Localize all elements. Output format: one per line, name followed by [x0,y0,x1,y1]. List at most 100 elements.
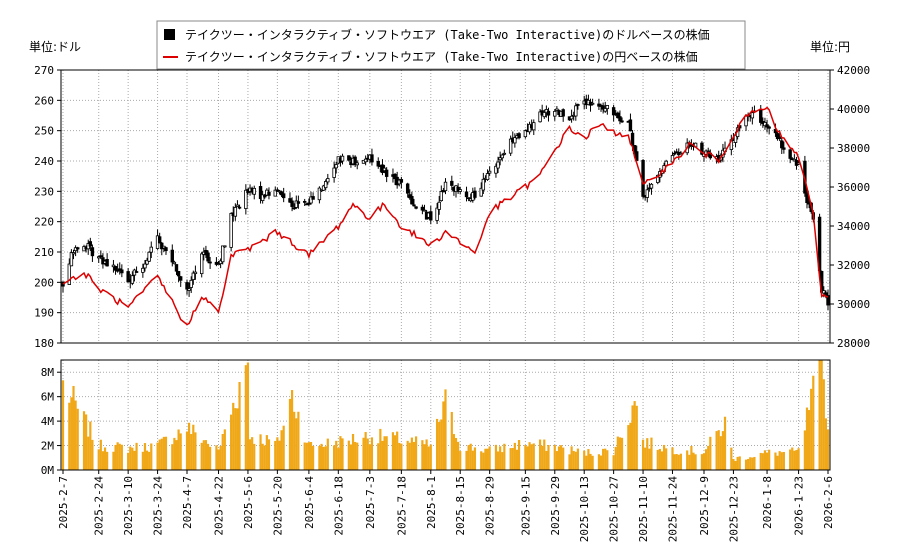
volume-bar [734,460,737,470]
candle-body [780,140,784,149]
volume-bar [406,440,409,470]
volume-bar [557,446,561,470]
volume-bar [103,447,107,470]
volume-bar [690,445,693,470]
volume-bar [736,456,739,470]
candle-body [679,152,683,155]
candle-body [355,162,359,166]
volume-bar [74,400,77,470]
volume-bar [398,442,401,470]
x-tick-label: 2026-1-8 [761,476,774,529]
volume-bar [337,448,340,470]
volume-bar [774,452,777,470]
volume-bar [744,459,748,470]
volume-bar [585,455,588,470]
candle-body [618,116,622,122]
volume-bar [644,447,647,470]
candle-body [69,252,74,267]
volume-bar [753,456,756,470]
volume-bar [160,438,163,470]
candle-body [546,110,551,116]
candle-body [763,122,767,127]
candle-body [149,246,153,253]
candle-body [822,290,826,294]
right-axis-unit: 単位:円 [810,39,850,54]
candle-body [576,104,580,106]
volume-bar [282,425,285,470]
candle-body [765,124,769,128]
volume-bar [135,442,138,470]
candle-body [191,272,196,280]
volume-bar [627,425,630,470]
left-tick-label: 250 [34,125,54,138]
candle-body [332,167,336,178]
volume-bar [364,432,367,470]
candle-body [126,271,130,283]
volume-bar [72,385,75,470]
candle-body [88,241,93,247]
candle-body [744,115,748,127]
volume-bar [807,410,811,470]
volume-bar [444,389,447,470]
candle-body [569,115,574,120]
right-tick-label: 42000 [837,64,870,77]
volume-bar [76,408,79,470]
candle-body [120,269,124,274]
candle-body [500,154,504,159]
candle-body [113,266,118,271]
right-tick-label: 38000 [837,142,870,155]
volume-bar [158,439,161,470]
volume-bar [692,452,695,470]
volume-bar [251,437,254,470]
volume-bar [429,444,432,470]
volume-bar [515,449,519,470]
candle-body [134,271,139,273]
volume-bar [574,451,577,470]
candle-body [410,196,414,205]
candle-body [532,122,536,131]
volume-bar [789,449,792,470]
candle-body [605,105,610,110]
volume-bar [543,439,546,470]
volume-bar [665,448,668,470]
candle-body [420,206,425,211]
candle-body [157,236,162,244]
volume-bar [179,433,182,470]
volume-bar [267,439,271,470]
candle-body [405,183,410,194]
right-tick-label: 34000 [837,220,870,233]
volume-bar [326,438,329,470]
x-tick-label: 2025-8-15 [454,476,467,536]
candle-body [481,178,486,191]
volume-bar [629,422,632,470]
volume-tick-label: 6M [41,391,55,404]
volume-bar [612,455,615,470]
volume-bar [641,439,645,470]
volume-bar [414,436,418,470]
volume-bar [185,431,189,470]
x-tick-label: 2025-12-9 [698,476,711,536]
candle-body [281,193,286,199]
volume-bar [660,451,664,470]
x-tick-label: 2025-8-29 [484,476,497,536]
x-tick-label: 2026-2-6 [822,476,835,529]
candle-body [824,292,828,296]
volume-bar [265,435,268,470]
volume-bar [675,454,678,470]
volume-bar [482,452,485,470]
volume-bar [705,449,708,470]
candle-body [363,158,368,163]
candle-body [258,186,263,200]
left-axis-ticks: 180 190 200 210 220 230 240 250 260 270 [34,64,61,350]
volume-bar [795,450,798,470]
legend-box [156,20,746,70]
candle-body [229,213,233,248]
left-tick-label: 230 [34,185,54,198]
candle-body [178,276,183,281]
volume-bar [309,442,313,470]
volume-bar [570,446,573,470]
x-tick-label: 2025-5-20 [271,476,284,536]
candle-body [422,209,427,212]
candle-body [296,201,301,204]
candle-body [759,109,763,123]
